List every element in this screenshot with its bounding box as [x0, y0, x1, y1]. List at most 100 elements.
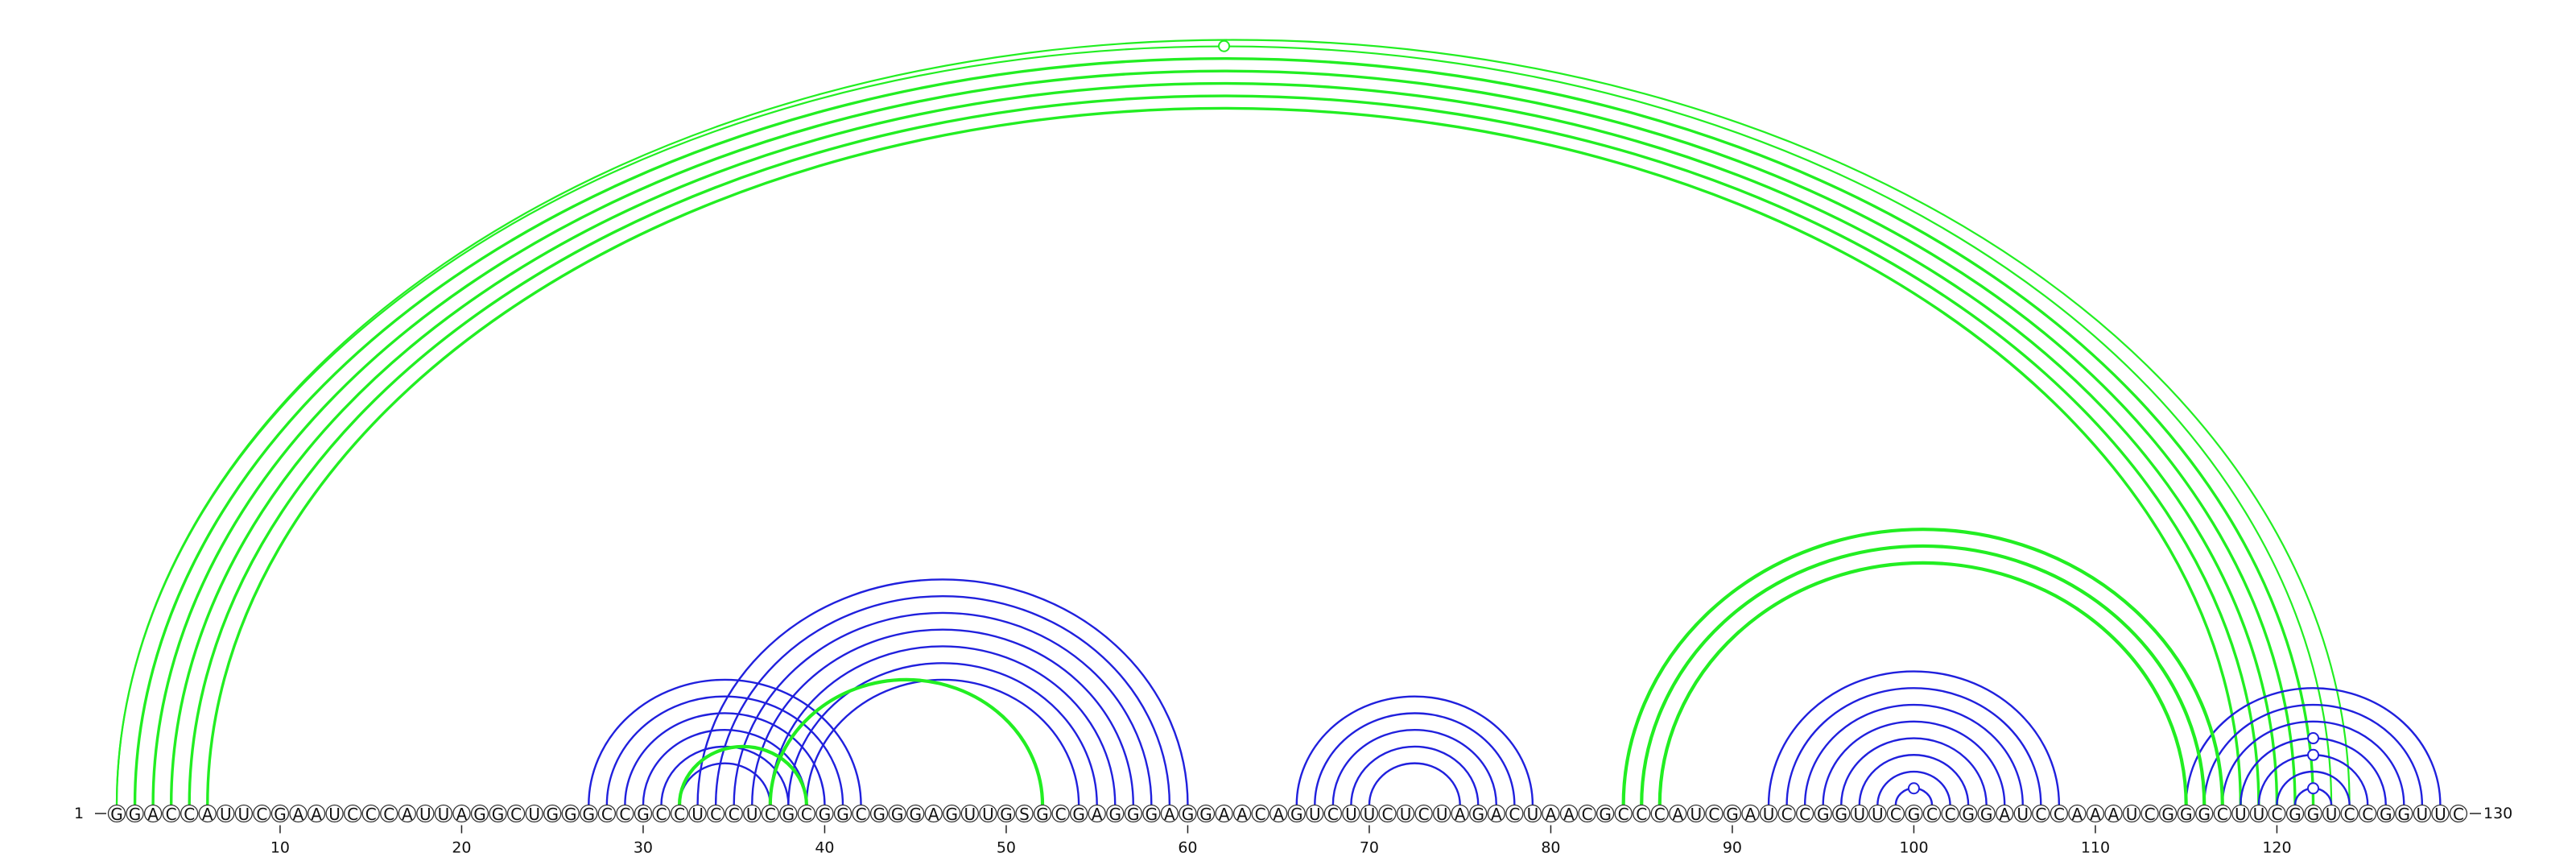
- base-circle-22: [489, 804, 507, 823]
- base-circle-6: [198, 804, 217, 823]
- base-letter-48: U: [964, 805, 976, 824]
- base-letter-122: G: [2307, 805, 2320, 824]
- base-letter-77: A: [1491, 805, 1502, 824]
- base-letter-27: G: [583, 805, 596, 824]
- base-circle-86: [1650, 804, 1669, 823]
- base-letter-29: C: [619, 805, 630, 824]
- base-letter-58: G: [1146, 805, 1158, 824]
- base-letter-82: C: [1582, 805, 1593, 824]
- base-letter-28: C: [601, 805, 613, 824]
- base-circle-49: [979, 804, 997, 823]
- base-circle-122: [2304, 804, 2322, 823]
- base-circle-3: [143, 804, 163, 823]
- base-circle-1: [107, 804, 126, 823]
- blue-arc-38-55: [787, 662, 1098, 805]
- base-circle-74: [1433, 804, 1451, 823]
- base-letter-128: U: [2417, 805, 2429, 824]
- tick-label-110: 110: [2081, 839, 2110, 857]
- base-letter-47: G: [946, 805, 959, 824]
- base-letter-33: U: [691, 805, 704, 824]
- base-letter-129: U: [2434, 805, 2446, 824]
- tick-label-90: 90: [1723, 839, 1742, 857]
- base-letter-40: G: [819, 805, 832, 824]
- base-letter-26: G: [564, 805, 577, 824]
- base-circle-29: [616, 804, 634, 823]
- base-circle-20: [452, 804, 471, 823]
- green-arc-2-122: [133, 57, 2315, 805]
- green-arc-1-124: [115, 39, 2351, 805]
- base-circle-127: [2395, 804, 2413, 823]
- base-circle-41: [833, 804, 852, 823]
- base-letter-60: G: [1182, 805, 1195, 824]
- base-letter-57: G: [1127, 805, 1140, 824]
- tick-label-10: 10: [270, 839, 290, 857]
- base-circle-91: [1741, 804, 1760, 823]
- green-arc-6-118: [206, 106, 2243, 805]
- base-letter-54: G: [1072, 805, 1085, 824]
- base-letter-1: G: [110, 805, 123, 824]
- base-letter-115: G: [2180, 805, 2193, 824]
- base-circle-14: [343, 804, 362, 823]
- blue-arc-30-39: [642, 728, 808, 805]
- blue-arc-98-102: [1876, 770, 1951, 805]
- base-circle-64: [1251, 804, 1269, 823]
- base-circle-72: [1396, 804, 1415, 823]
- base-letter-78: C: [1509, 805, 1520, 824]
- base-letter-126: G: [2380, 805, 2392, 824]
- base-letter-37: C: [765, 805, 776, 824]
- blue-arc-37-56: [769, 645, 1117, 805]
- base-circle-11: [289, 804, 308, 823]
- base-letter-108: C: [2054, 805, 2065, 824]
- base-circle-98: [1868, 804, 1887, 823]
- base-letter-61: G: [1199, 805, 1212, 824]
- blue-arc-33-60: [696, 578, 1189, 805]
- base-letter-130: C: [2453, 805, 2464, 824]
- blue-arc-96-104: [1840, 737, 1988, 805]
- base-letter-55: A: [1092, 805, 1103, 824]
- base-circle-53: [1051, 804, 1070, 823]
- base-letter-12: A: [311, 805, 322, 824]
- base-letter-127: G: [2398, 805, 2411, 824]
- base-letter-85: C: [1636, 805, 1647, 824]
- base-circle-63: [1232, 804, 1252, 823]
- green-arc-4-120: [169, 81, 2279, 805]
- base-letter-121: G: [2289, 805, 2301, 824]
- base-letter-8: U: [238, 805, 250, 824]
- blue-arc-36-57: [751, 628, 1134, 805]
- base-circle-79: [1523, 804, 1542, 823]
- base-circle-109: [2068, 804, 2087, 823]
- base-letter-114: G: [2161, 805, 2174, 824]
- base-letter-46: A: [928, 805, 939, 824]
- base-circle-35: [724, 804, 743, 823]
- base-circle-55: [1088, 804, 1106, 823]
- base-circle-54: [1070, 804, 1088, 823]
- base-circle-12: [307, 804, 326, 823]
- base-circle-99: [1886, 804, 1905, 823]
- base-circle-97: [1850, 804, 1868, 823]
- blue-arc-34-59: [714, 594, 1171, 805]
- end-position-label: 130: [2483, 805, 2512, 822]
- base-letter-7: U: [220, 805, 232, 824]
- base-circle-26: [561, 804, 580, 823]
- base-circle-31: [652, 804, 671, 823]
- base-circle-19: [434, 804, 453, 823]
- base-letter-45: G: [909, 805, 922, 824]
- arcs-below-group: [588, 528, 2442, 805]
- base-letter-41: G: [836, 805, 849, 824]
- base-letter-87: A: [1672, 805, 1683, 824]
- base-letter-15: C: [365, 805, 377, 824]
- tick-label-80: 80: [1541, 839, 1560, 857]
- base-circle-65: [1269, 804, 1288, 823]
- base-circle-2: [126, 804, 144, 823]
- base-circle-121: [2285, 804, 2305, 823]
- base-letter-91: A: [1745, 805, 1757, 824]
- base-circle-116: [2195, 804, 2214, 823]
- base-circle-113: [2140, 804, 2159, 823]
- base-letter-59: A: [1164, 805, 1175, 824]
- base-letter-113: C: [2145, 805, 2156, 824]
- blue-arc-28-41: [605, 695, 844, 805]
- base-circle-94: [1795, 804, 1814, 823]
- base-letter-83: G: [1599, 805, 1612, 824]
- green-arcs-above-group: [115, 39, 2351, 805]
